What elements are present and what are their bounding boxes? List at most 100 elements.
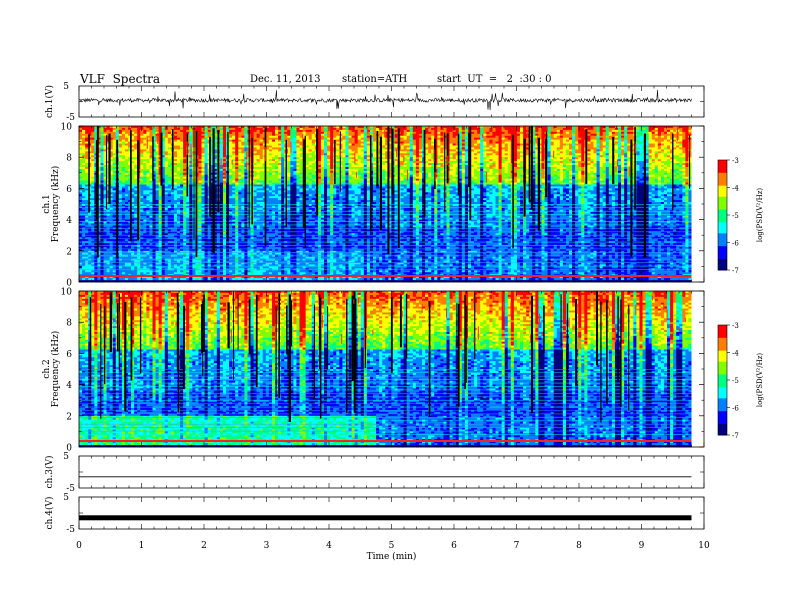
spectro-cell xyxy=(526,127,530,131)
spectro-cell xyxy=(428,137,432,141)
spectro-cell xyxy=(477,135,481,139)
spectro-cell xyxy=(541,129,545,133)
spectro-cell xyxy=(357,126,362,129)
spectro-cell xyxy=(79,133,83,137)
spectro-cell xyxy=(596,126,601,129)
spectro-cell xyxy=(403,137,408,141)
spectro-cell xyxy=(415,139,420,142)
spectro-cell xyxy=(559,127,564,131)
spectro-cell xyxy=(320,139,325,142)
spectro-cell xyxy=(581,129,585,133)
spectro-cell xyxy=(498,137,503,141)
spectro-cell xyxy=(94,126,98,129)
spectro-cell xyxy=(354,131,359,135)
spectro-cell xyxy=(106,139,111,142)
spectro-cell xyxy=(516,133,521,137)
spectro-cell xyxy=(112,141,117,144)
spectro-cell xyxy=(134,129,138,133)
spectro-cell xyxy=(330,126,334,129)
spectro-cell xyxy=(685,139,689,142)
spectro-cell xyxy=(510,131,515,135)
spectro-cell xyxy=(348,129,352,133)
spectro-cell xyxy=(244,137,248,141)
spectro-cell xyxy=(688,126,692,129)
spectro-cell xyxy=(556,135,561,139)
spectro-cell xyxy=(265,139,270,142)
spectro-cell xyxy=(198,129,202,133)
spectro-cell xyxy=(265,133,270,137)
spectro-cell xyxy=(385,139,389,142)
spectro-cell xyxy=(146,129,150,133)
spectro-cell xyxy=(461,135,466,139)
spectro-cell xyxy=(360,129,365,133)
spectro-cell xyxy=(330,139,334,142)
spectro-cell xyxy=(608,126,613,129)
spectro-cell xyxy=(431,137,435,141)
spectro-cell xyxy=(382,126,386,129)
spectro-cell xyxy=(599,129,604,133)
spectro-cell xyxy=(648,126,653,129)
spectro-cell xyxy=(541,133,545,137)
spectro-cell xyxy=(268,137,273,141)
spectro-cell xyxy=(308,129,313,133)
spectro-cell xyxy=(287,126,291,129)
spectro-cell xyxy=(639,139,643,142)
spectro-cell xyxy=(636,139,640,142)
spectro-cell xyxy=(443,126,447,129)
spectro-cell xyxy=(112,133,117,137)
spectro-cell xyxy=(186,126,190,129)
spectro-cell xyxy=(281,127,285,131)
spectro-cell xyxy=(106,127,111,131)
spectro-cell xyxy=(569,137,573,141)
spectro-cell xyxy=(544,126,548,129)
spectro-cell xyxy=(636,137,640,141)
spectro-cell xyxy=(369,137,374,141)
spectro-cell xyxy=(593,131,597,135)
spectro-cell xyxy=(97,137,101,141)
spectro-cell xyxy=(431,139,435,142)
spectro-cell xyxy=(480,137,484,141)
spectro-cell xyxy=(293,131,297,135)
spectro-cell xyxy=(354,135,359,139)
spectro-cell xyxy=(128,139,132,142)
spectro-cell xyxy=(302,133,307,137)
spectro-cell xyxy=(587,131,591,135)
spectro-cell xyxy=(685,137,689,141)
spectro-cell xyxy=(431,131,435,135)
spectro-cell xyxy=(201,129,205,133)
spectro-cell xyxy=(137,126,141,129)
spectro-cell xyxy=(504,131,509,135)
spectro-cell xyxy=(654,129,659,133)
spectro-cell xyxy=(520,135,524,139)
spectro-cell xyxy=(461,133,466,137)
spectro-cell xyxy=(418,126,423,129)
spectro-cell xyxy=(305,129,310,133)
spectro-cell xyxy=(305,139,310,142)
spectro-cell xyxy=(523,135,527,139)
spectro-cell xyxy=(550,137,555,141)
spectro-cell xyxy=(403,126,408,129)
spectro-cell xyxy=(311,126,316,129)
spectro-cell xyxy=(409,133,414,137)
spectro-cell xyxy=(556,126,561,129)
spectro-cell xyxy=(183,131,187,135)
spectro-cell xyxy=(369,133,374,137)
spectro-cell xyxy=(648,139,653,142)
spectro-cell xyxy=(452,137,457,141)
spectro-cell xyxy=(167,127,172,131)
spectro-cell xyxy=(483,137,487,141)
spectro-cell xyxy=(85,137,89,141)
spectro-cell xyxy=(265,129,270,133)
spectro-cell xyxy=(572,126,576,129)
spectro-cell xyxy=(458,133,463,137)
spectro-cell xyxy=(109,126,114,129)
spectro-cell xyxy=(366,126,371,129)
spectro-cell xyxy=(296,133,300,137)
spectro-cell xyxy=(336,131,340,135)
spectro-cell xyxy=(679,129,683,133)
spectro-cell xyxy=(100,141,104,144)
spectro-cell xyxy=(434,139,438,142)
spectro-cell xyxy=(590,137,594,141)
spectro-cell xyxy=(605,127,610,131)
spectro-cell xyxy=(578,137,582,141)
